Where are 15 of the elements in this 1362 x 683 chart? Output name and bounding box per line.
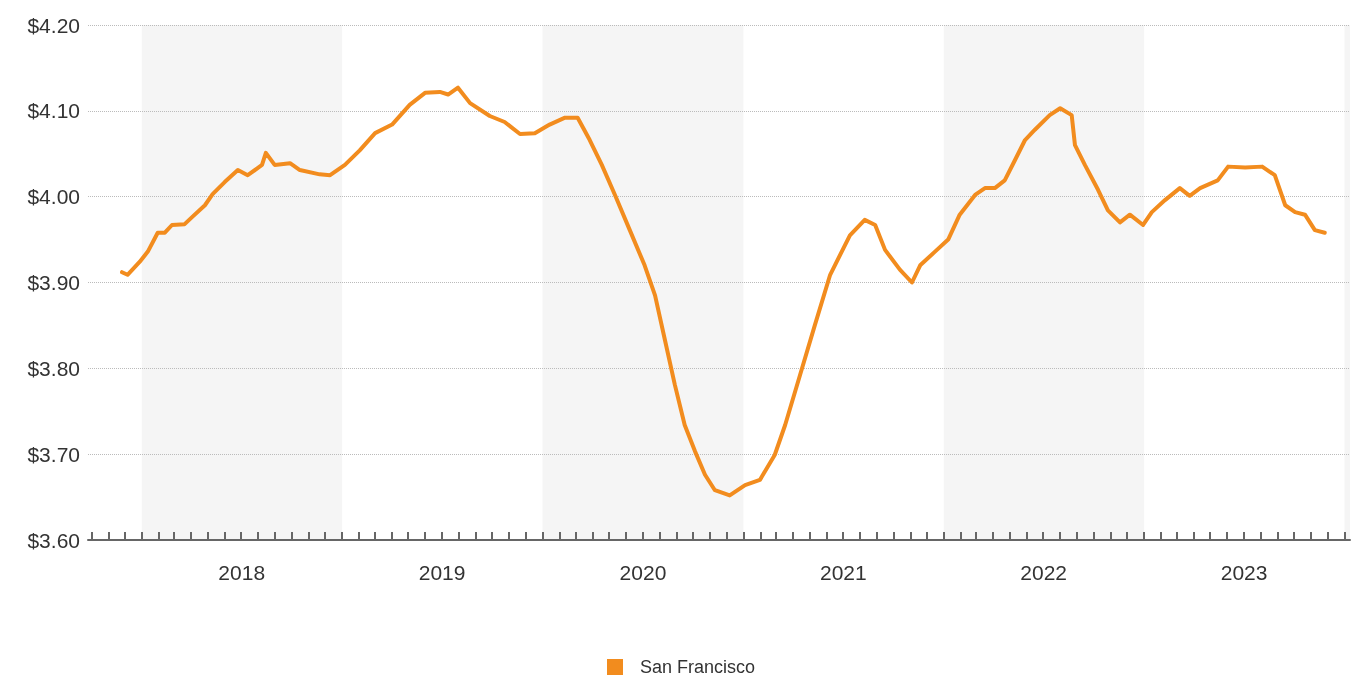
- x-tick-label: 2021: [819, 561, 867, 584]
- y-tick-label: $4.00: [27, 185, 80, 209]
- y-tick-label: $3.70: [27, 442, 80, 466]
- y-tick-label: $3.80: [27, 356, 80, 380]
- legend-label: San Francisco: [639, 657, 756, 677]
- y-tick-label: $4.20: [27, 13, 80, 37]
- y-tick-label: $3.90: [27, 271, 80, 294]
- x-tick-label: 2020: [619, 561, 667, 584]
- line-series: [120, 85, 1327, 498]
- x-tick-label: 2018: [218, 561, 266, 584]
- x-tick-label: 2022: [1020, 561, 1068, 584]
- y-tick-label: $4.10: [27, 99, 80, 123]
- x-tick-label: 2023: [1220, 561, 1268, 584]
- y-tick-label: $3.60: [27, 528, 80, 552]
- x-tick-label: 2019: [418, 561, 466, 584]
